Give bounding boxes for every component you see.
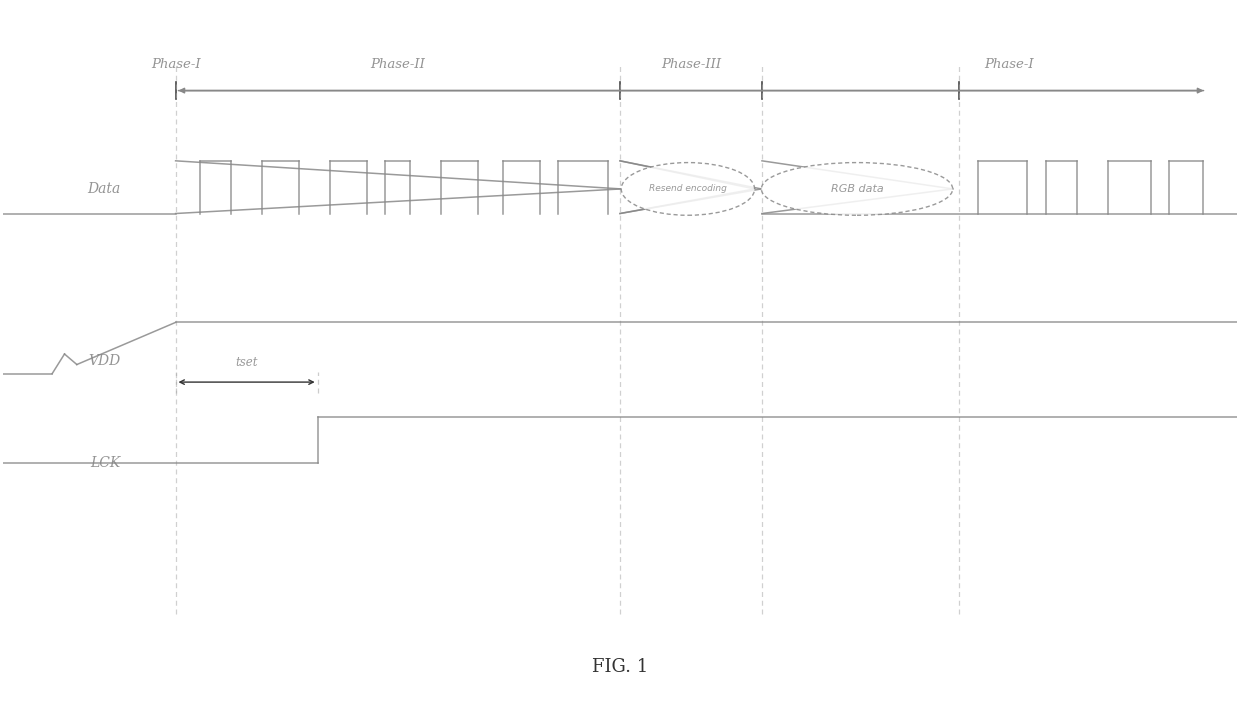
Text: Phase-II: Phase-II (371, 58, 425, 71)
Text: tset: tset (236, 356, 258, 370)
Ellipse shape (621, 163, 755, 215)
Text: RGB data: RGB data (831, 184, 883, 194)
Text: FIG. 1: FIG. 1 (591, 658, 649, 675)
Text: VDD: VDD (88, 354, 120, 368)
Text: Phase-I: Phase-I (985, 58, 1034, 71)
Text: Phase-I: Phase-I (151, 58, 201, 71)
Text: Resend encoding: Resend encoding (649, 184, 727, 193)
Text: Phase-III: Phase-III (661, 58, 720, 71)
Text: LCK: LCK (89, 456, 120, 470)
Ellipse shape (761, 163, 952, 215)
Text: Data: Data (87, 182, 120, 196)
